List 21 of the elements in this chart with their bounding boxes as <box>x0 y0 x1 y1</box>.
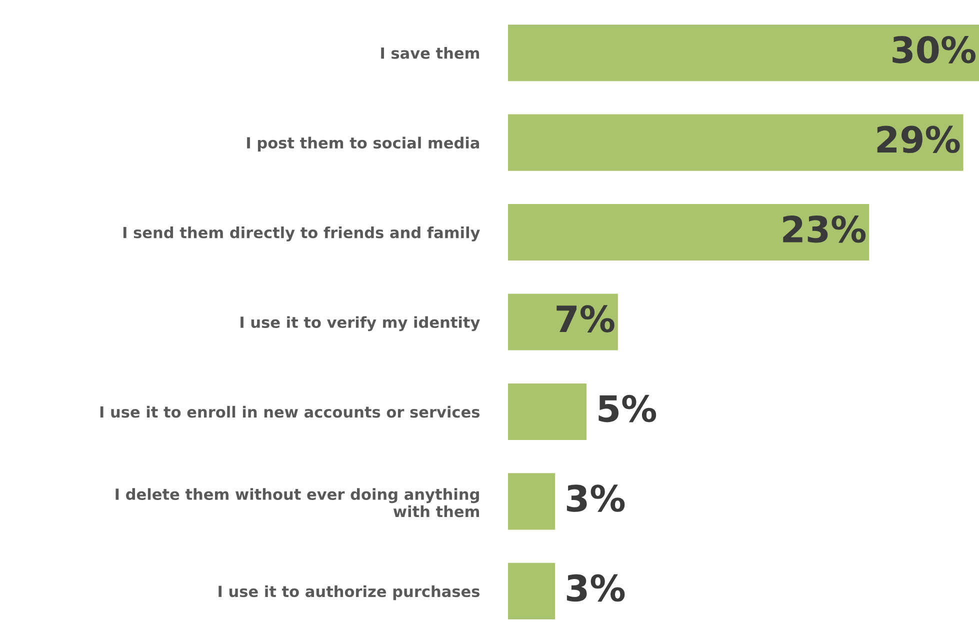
data-label: 30% <box>892 36 976 64</box>
bar <box>508 204 870 261</box>
bar <box>508 114 964 171</box>
bar <box>508 473 556 530</box>
y-tick-label: I use it to enroll in new accounts or services <box>100 406 480 418</box>
data-label: 3% <box>566 484 625 512</box>
y-tick-label: I save them <box>381 47 480 59</box>
y-tick-label: I use it to authorize purchases <box>218 585 480 600</box>
data-label: 29% <box>877 126 960 154</box>
data-label: 23% <box>783 215 866 243</box>
data-label: 5% <box>598 394 656 422</box>
data-label: 7% <box>556 305 614 332</box>
y-tick-label: I use it to verify my identity <box>240 316 480 332</box>
data-label: 3% <box>566 574 625 602</box>
y-tick-label: I send them directly to friends and family <box>123 226 480 242</box>
bar <box>508 294 618 350</box>
bar <box>508 562 556 620</box>
bar <box>508 383 586 440</box>
y-tick-label: I delete them without ever doing anything with them <box>116 488 480 518</box>
y-tick-label: I post them to social media <box>247 136 480 152</box>
bar <box>508 24 979 82</box>
